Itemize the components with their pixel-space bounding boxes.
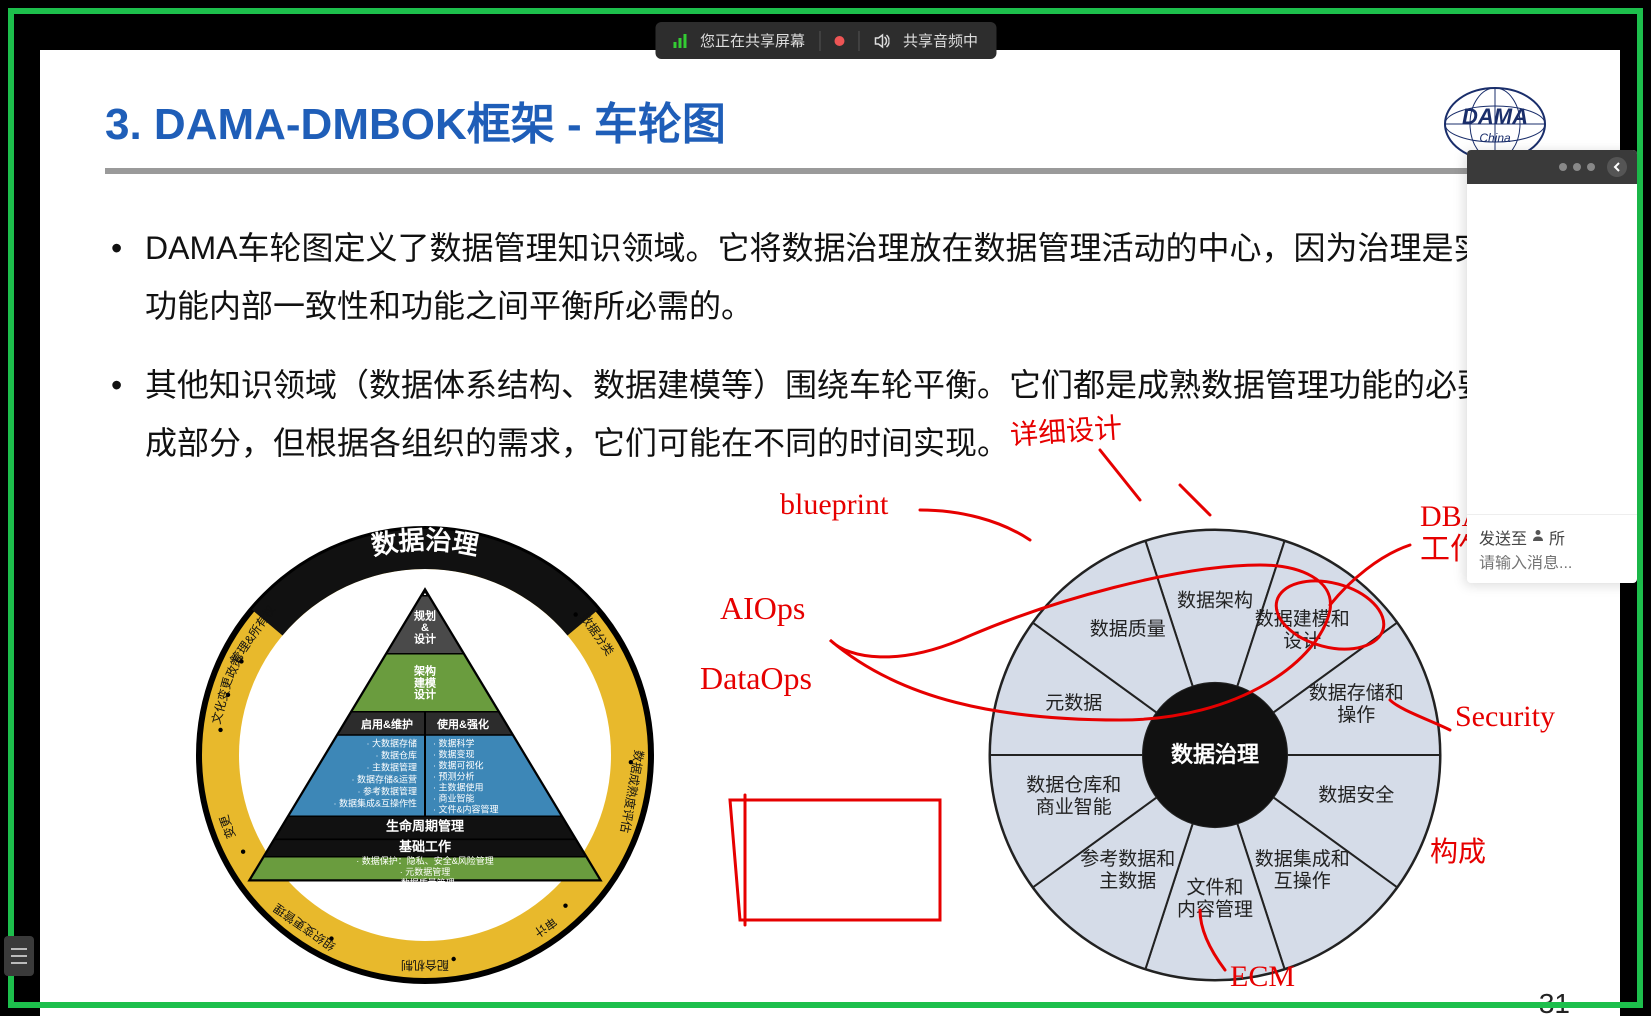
send-to-target[interactable]: 所	[1549, 525, 1565, 549]
separator	[858, 31, 859, 51]
svg-text:启用&维护: 启用&维护	[361, 717, 413, 731]
share-status-text: 您正在共享屏幕	[700, 30, 805, 51]
svg-text:生命周期管理: 生命周期管理	[386, 819, 464, 834]
pyramid-diagram: 数据治理政策数据分类数据成熟度评估审计配合机制组织变更管理变更文化变更管理&所有…	[190, 520, 660, 990]
bullet-item: 其他知识领域（数据体系结构、数据建模等）围绕车轮平衡。它们都是成熟数据管理功能的…	[105, 357, 1545, 472]
svg-text:· 商业智能: · 商业智能	[433, 793, 475, 804]
svg-text:China: China	[1479, 131, 1511, 145]
separator	[819, 31, 820, 51]
stage: 您正在共享屏幕 共享音频中 3. DAMA-DMBOK框架 - 车轮图 DAMA…	[0, 0, 1651, 1016]
title-rule	[105, 168, 1545, 174]
record-icon	[834, 36, 844, 46]
svg-text:· 大数据存储: · 大数据存储	[367, 738, 418, 749]
page-number: 31	[1539, 988, 1570, 1016]
svg-text:数据架构: 数据架构	[1177, 590, 1253, 612]
svg-text:· 数据保护：隐私、安全&风险管理: · 数据保护：隐私、安全&风险管理	[356, 855, 494, 866]
svg-text:· 数据变现: · 数据变现	[433, 749, 475, 760]
menu-button[interactable]	[4, 936, 34, 976]
svg-text:配合机制: 配合机制	[401, 958, 449, 973]
share-status-bar: 您正在共享屏幕 共享音频中	[655, 22, 996, 59]
svg-text:· 元数据管理: · 元数据管理	[400, 866, 451, 877]
signal-icon	[673, 34, 686, 48]
chat-input[interactable]	[1479, 555, 1625, 573]
chat-panel: 发送至 所	[1467, 150, 1637, 583]
svg-text:· 数据可视化: · 数据可视化	[433, 760, 484, 771]
svg-text:· 参考数据管理: · 参考数据管理	[358, 786, 418, 797]
svg-text:数据仓库和商业智能: 数据仓库和商业智能	[1026, 774, 1121, 818]
bullet-item: DAMA车轮图定义了数据管理知识领域。它将数据治理放在数据管理活动的中心，因为治…	[105, 220, 1545, 335]
svg-text:基础工作: 基础工作	[398, 839, 451, 854]
collapse-icon[interactable]	[1607, 157, 1627, 177]
svg-text:数据质量: 数据质量	[1090, 618, 1166, 640]
svg-text:数据安全: 数据安全	[1318, 784, 1394, 806]
window-dot	[1573, 163, 1581, 171]
user-icon	[1531, 528, 1545, 547]
svg-text:元数据: 元数据	[1045, 692, 1102, 714]
svg-text:DAMA: DAMA	[1462, 104, 1528, 129]
chat-footer: 发送至 所	[1467, 514, 1637, 583]
send-to-label: 发送至	[1479, 525, 1527, 549]
svg-text:· 数据质量管理: · 数据质量管理	[395, 877, 455, 888]
svg-text:· 数据科学: · 数据科学	[433, 738, 475, 749]
svg-text:· 数据集成&互操作性: · 数据集成&互操作性	[333, 798, 417, 809]
chat-header	[1467, 150, 1637, 184]
window-dot	[1587, 163, 1595, 171]
slide: 3. DAMA-DMBOK框架 - 车轮图 DAMA China DAMA车轮图…	[40, 50, 1620, 1016]
svg-text:· 主数据使用: · 主数据使用	[433, 782, 484, 793]
svg-text:· 主数据管理: · 主数据管理	[367, 762, 418, 773]
svg-text:使用&强化: 使用&强化	[436, 717, 489, 731]
wheel-diagram: 数据架构数据建模和设计数据存储和操作数据安全数据集成和互操作文件和内容管理参考数…	[980, 520, 1450, 990]
svg-text:· 数据存储&运营: · 数据存储&运营	[351, 774, 417, 785]
window-dot	[1559, 163, 1567, 171]
svg-text:· 数据仓库: · 数据仓库	[376, 750, 418, 761]
svg-text:· 文件&内容管理: · 文件&内容管理	[433, 804, 499, 815]
svg-text:架构建模设计: 架构建模设计	[413, 664, 437, 701]
audio-icon	[873, 32, 889, 49]
chat-body	[1467, 184, 1637, 514]
svg-text:数据治理: 数据治理	[1171, 742, 1259, 767]
slide-title: 3. DAMA-DMBOK框架 - 车轮图	[105, 88, 726, 152]
share-audio-text: 共享音频中	[903, 30, 978, 51]
bullet-list: DAMA车轮图定义了数据管理知识领域。它将数据治理放在数据管理活动的中心，因为治…	[105, 220, 1545, 494]
svg-text:· 预测分析: · 预测分析	[433, 771, 475, 782]
